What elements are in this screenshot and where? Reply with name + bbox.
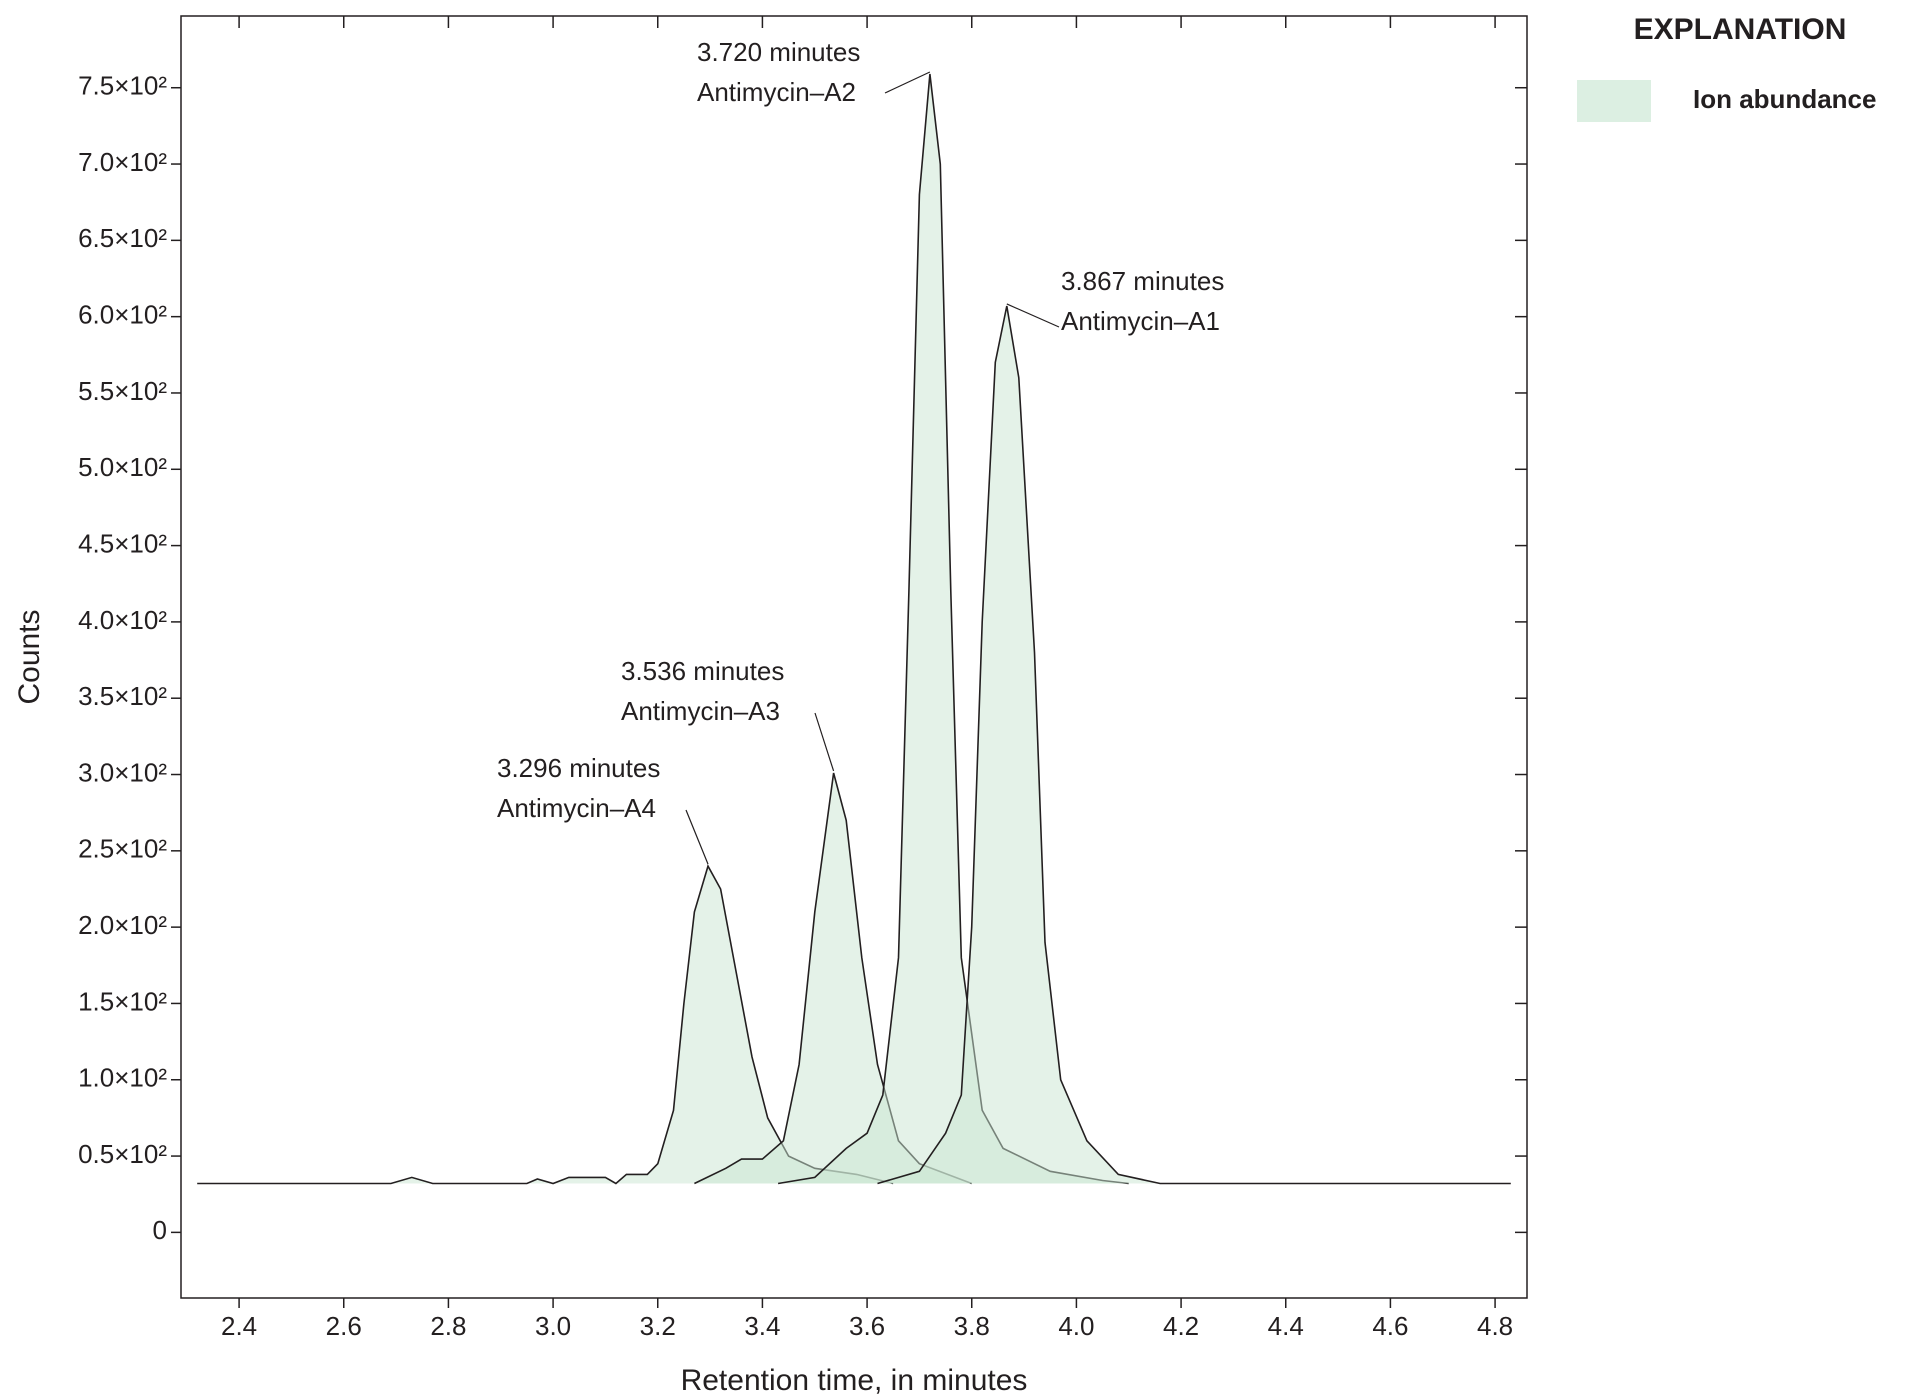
y-tick-label: 3.0×10²: [78, 757, 167, 787]
y-tick-label: 5.0×10²: [78, 452, 167, 482]
peak-label: Antimycin–A2: [697, 77, 856, 107]
legend-label: Ion abundance: [1693, 84, 1876, 114]
y-tick-label: 1.0×10²: [78, 1063, 167, 1093]
y-axis-label: Counts: [13, 609, 46, 704]
x-tick-label: 4.4: [1268, 1311, 1304, 1341]
area-fill: [694, 773, 972, 1184]
y-tick-label: 4.0×10²: [78, 605, 167, 635]
y-tick-label: 7.0×10²: [78, 147, 167, 177]
peak-label: 3.867 minutes: [1061, 266, 1224, 296]
peak-label: Antimycin–A3: [621, 696, 780, 726]
peak-label: 3.720 minutes: [697, 37, 860, 67]
legend-swatch: [1577, 80, 1651, 122]
peak-label: 3.296 minutes: [497, 753, 660, 783]
legend-title: EXPLANATION: [1634, 13, 1847, 46]
y-tick-label: 4.5×10²: [78, 528, 167, 558]
leader-line: [685, 809, 709, 865]
peak-label: 3.536 minutes: [621, 656, 784, 686]
area-line: [197, 864, 894, 1185]
x-tick-label: 3.8: [954, 1311, 990, 1341]
y-tick-label: 2.5×10²: [78, 834, 167, 864]
leader-line: [884, 71, 931, 94]
x-tick-label: 2.8: [430, 1311, 466, 1341]
x-axis-label: Retention time, in minutes: [681, 1364, 1028, 1396]
area-fill: [778, 74, 1129, 1184]
plot-frame: [180, 15, 1528, 1299]
x-tick-label: 3.4: [744, 1311, 780, 1341]
y-tick-label: 5.5×10²: [78, 376, 167, 406]
x-tick-label: 4.6: [1372, 1311, 1408, 1341]
peak-label: Antimycin–A1: [1061, 306, 1220, 336]
leader-line: [814, 712, 835, 772]
x-tick-label: 3.2: [640, 1311, 676, 1341]
x-tick-label: 4.8: [1477, 1311, 1513, 1341]
area-fill: [877, 306, 1511, 1184]
peak-label: Antimycin–A4: [497, 793, 656, 823]
y-tick-label: 0: [153, 1215, 167, 1245]
area-fill: [197, 866, 894, 1184]
y-tick-label: 3.5×10²: [78, 681, 167, 711]
area-line: [877, 305, 1511, 1185]
x-tick-label: 2.4: [221, 1311, 257, 1341]
x-tick-label: 4.2: [1163, 1311, 1199, 1341]
x-tick-label: 3.6: [849, 1311, 885, 1341]
y-tick-label: 1.5×10²: [78, 986, 167, 1016]
y-tick-label: 7.5×10²: [78, 71, 167, 101]
y-tick-label: 6.5×10²: [78, 223, 167, 253]
x-tick-label: 2.6: [326, 1311, 362, 1341]
x-tick-label: 3.0: [535, 1311, 571, 1341]
leader-line: [1006, 303, 1060, 328]
y-tick-label: 0.5×10²: [78, 1139, 167, 1169]
y-tick-label: 6.0×10²: [78, 300, 167, 330]
x-tick-label: 4.0: [1058, 1311, 1094, 1341]
y-tick-label: 2.0×10²: [78, 910, 167, 940]
